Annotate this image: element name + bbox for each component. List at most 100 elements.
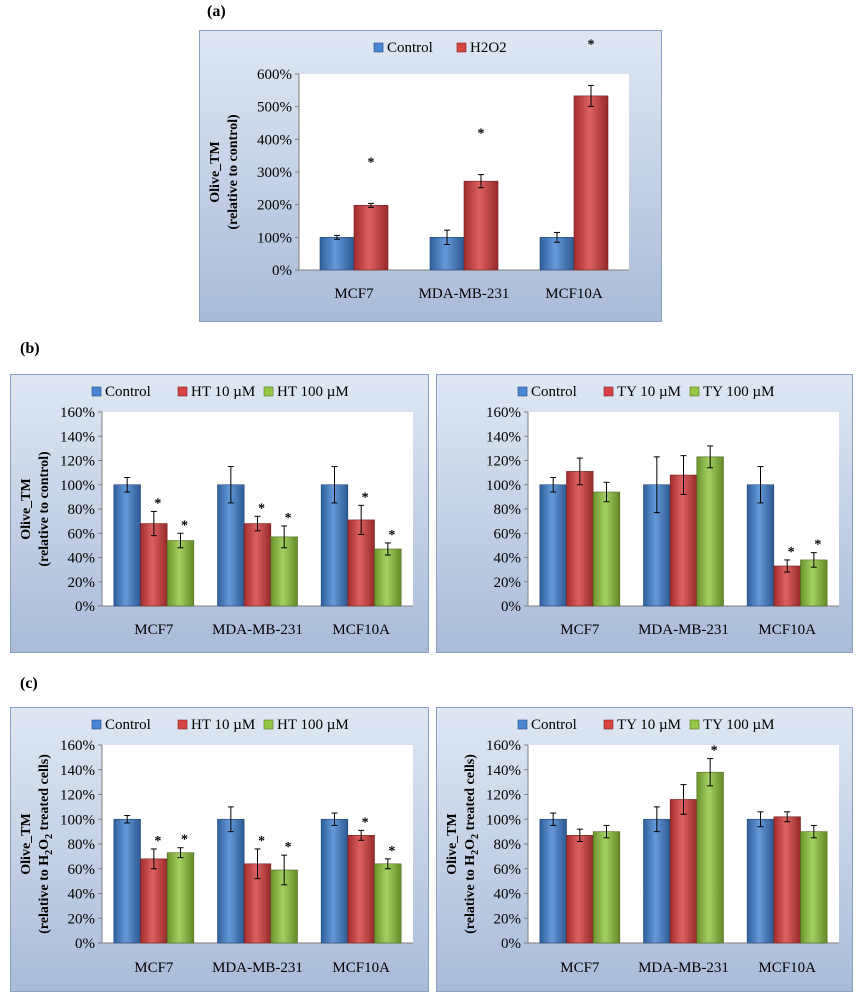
significance-star: * [285,511,292,526]
bar [643,818,671,944]
y-tick-label: 100% [486,812,521,828]
bar [539,818,567,944]
bar [319,237,355,271]
y-tick-label: 80% [494,502,522,518]
y-axis-subtitle: (relative to H2O2 treated cells) [463,754,481,934]
y-tick-label: 120% [60,454,95,470]
chart-a: 0% 100% 200% 300% 400% 500% 600% MCF7 * MDA-MB-23… [199,30,662,322]
y-tick-label: 100% [60,478,95,494]
category-label: MCF7 [134,622,174,638]
category-label: MDA-MB-231 [419,286,510,302]
category-label: MCF10A [758,622,816,638]
chart-svg: 0% 100% 200% 300% 400% 500% 600% MCF7 * MDA-MB-23… [199,30,662,322]
bar [773,816,801,944]
bar [270,536,298,607]
panel-label-a: (a) [207,3,226,20]
y-tick-label: 20% [494,911,522,927]
bar [773,565,801,607]
bar [320,818,349,944]
bar [800,831,828,944]
category-label: MCF10A [758,960,816,976]
bar [113,818,141,944]
significance-star: * [362,490,369,505]
bar [746,818,775,944]
legend-label: Control [531,717,577,733]
bar [696,771,724,944]
bar [217,484,245,607]
y-axis-subtitle: (relative to control) [37,451,52,567]
chart-svg: 0% 20% 40% 60% 80% 100% 120% 140% 160% MCF7 * * MDA-… [10,374,429,653]
legend-label: Control [387,40,433,56]
significance-star: * [388,528,395,543]
chart-svg: 0% 20% 40% 60% 80% 100% 120% 140% 160% MCF7 MDA-MB… [436,707,853,992]
category-label: MCF7 [560,960,600,976]
bar [573,95,609,271]
category-label: MDA-MB-231 [638,622,729,638]
legend-label: H2O2 [470,40,507,56]
y-axis-subtitle: (relative to H2O2 treated cells) [37,754,55,934]
legend-label: HT 10 µM [191,384,255,400]
y-tick-label: 60% [494,526,522,542]
significance-star: * [588,37,595,52]
significance-star: * [478,127,485,142]
legend-swatch [517,386,528,397]
significance-star: * [368,155,375,170]
legend-swatch [177,719,188,730]
y-axis-title: Olive_TM [19,478,34,539]
y-axis-title: Olive_TM [445,813,460,874]
significance-star: * [362,815,369,830]
bar [463,180,499,271]
y-tick-label: 160% [60,405,95,421]
y-tick-label: 60% [68,526,96,542]
legend-swatch [603,386,614,397]
y-tick-label: 40% [494,551,522,567]
y-tick-label: 40% [68,551,96,567]
legend-label: TY 100 µM [703,384,774,400]
legend-swatch [456,42,467,53]
y-tick-label: 20% [68,911,96,927]
y-tick-label: 80% [68,502,96,518]
y-tick-label: 140% [60,763,95,779]
chart-svg: 0% 20% 40% 60% 80% 100% 120% 140% 160% MCF7 MDA-MB… [436,374,853,653]
y-tick-label: 0% [272,263,292,279]
y-tick-label: 140% [486,763,521,779]
bar [746,484,775,607]
significance-star: * [154,834,161,849]
category-label: MDA-MB-231 [638,960,729,976]
legend-label: Control [105,384,151,400]
legend-swatch [91,386,102,397]
category-label: MDA-MB-231 [212,622,303,638]
y-tick-label: 160% [486,405,521,421]
category-label: MCF10A [332,960,390,976]
legend-swatch [263,386,274,397]
significance-star: * [711,744,718,759]
category-label: MCF7 [334,286,374,302]
significance-star: * [258,834,265,849]
category-label: MCF7 [134,960,174,976]
category-label: MCF10A [332,622,390,638]
y-tick-label: 160% [60,738,95,754]
legend-label: HT 100 µM [277,717,349,733]
y-tick-label: 40% [494,887,522,903]
legend-swatch [373,42,384,53]
y-tick-label: 20% [494,575,522,591]
y-tick-label: 0% [501,599,521,615]
bar [374,863,402,944]
bar [374,548,402,607]
bar [592,491,621,607]
legend-swatch [689,386,700,397]
y-tick-label: 120% [60,788,95,804]
legend-swatch [263,719,274,730]
bar [566,835,594,944]
significance-star: * [154,496,161,511]
y-axis-title: Olive_TM [208,141,223,202]
chart-b-left: 0% 20% 40% 60% 80% 100% 120% 140% 160% MCF7 * * MDA-… [10,374,429,653]
y-tick-label: 120% [486,454,521,470]
category-label: MCF7 [560,622,600,638]
y-tick-label: 100% [60,812,95,828]
bar [353,205,389,271]
y-tick-label: 20% [68,575,96,591]
y-tick-label: 400% [257,132,292,148]
y-tick-label: 80% [494,837,522,853]
significance-star: * [181,833,188,848]
